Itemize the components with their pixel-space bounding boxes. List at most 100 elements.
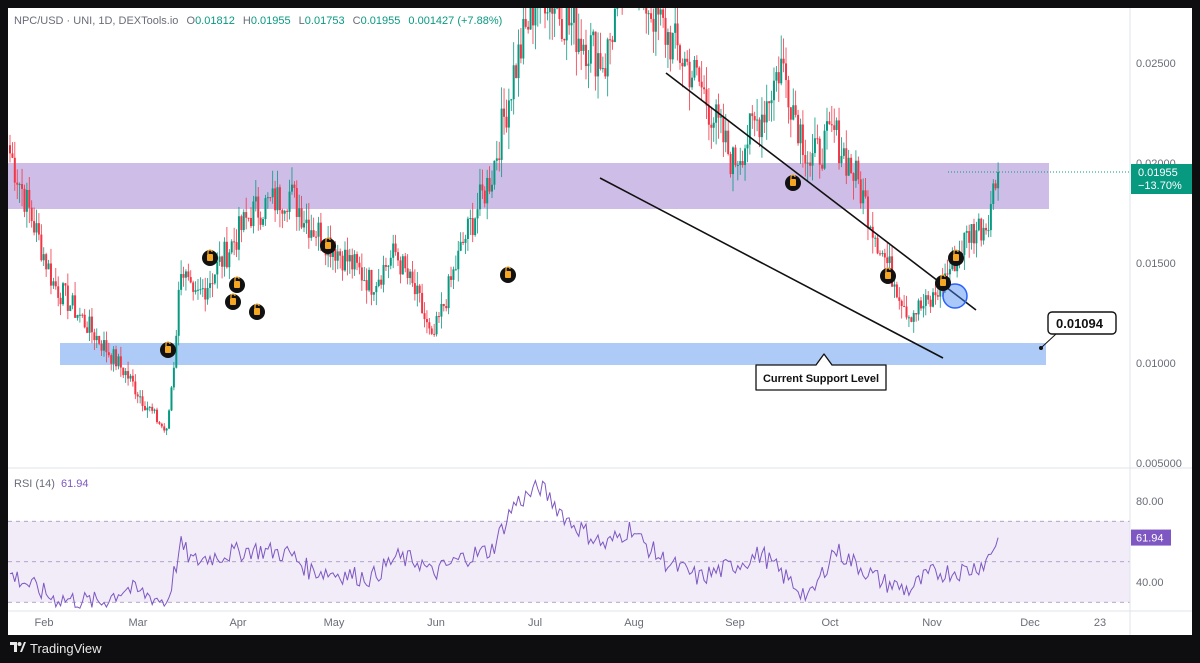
candle-body (124, 371, 127, 376)
candle-body (199, 289, 202, 291)
candle-body (922, 305, 925, 309)
candle-body (182, 274, 185, 278)
candle-body (293, 184, 296, 189)
candle-body (310, 230, 313, 238)
candle-body (435, 316, 438, 335)
candle-body (90, 316, 93, 333)
candle-body (898, 297, 901, 301)
support-zone (60, 343, 1046, 365)
candle-body (973, 224, 975, 244)
candle-body (148, 406, 151, 408)
candle-body (351, 255, 354, 270)
candle-body (165, 428, 168, 431)
lock-icon (201, 249, 219, 267)
rsi-tick-label: 40.00 (1136, 577, 1164, 589)
candle-body (816, 138, 819, 140)
candle-body (425, 319, 428, 323)
candle-body (211, 283, 214, 285)
candle-body (409, 271, 412, 279)
candle-body (184, 271, 187, 278)
candle-body (577, 38, 580, 53)
open-value: 0.01812 (195, 15, 235, 27)
candle-body (399, 260, 402, 275)
candle-body (604, 68, 607, 77)
candle-body (652, 18, 655, 32)
candle-body (196, 289, 199, 291)
candle-body (736, 164, 739, 166)
candle-body (252, 201, 255, 227)
candle-body (76, 315, 79, 318)
candle-body (83, 314, 86, 328)
candle-body (751, 113, 754, 117)
symbol-name[interactable]: NPC/USD · UNI, 1D, DEXTools.io (14, 15, 179, 27)
candle-body (700, 81, 703, 88)
candle-body (57, 286, 60, 298)
candle-body (744, 148, 747, 166)
candle-body (37, 223, 40, 235)
tradingview-brand[interactable]: TradingView (30, 641, 102, 656)
candle-body (912, 312, 915, 322)
candle-body (404, 256, 407, 269)
candle-body (968, 231, 971, 243)
candle-body (382, 265, 385, 285)
candle-body (871, 226, 874, 238)
candle-body (194, 290, 197, 292)
candle-body (189, 277, 192, 283)
candle-body (927, 295, 930, 300)
candle-body (452, 269, 455, 280)
candle-body (522, 18, 525, 59)
candle-body (712, 122, 715, 128)
rsi-value: 61.94 (60, 478, 89, 490)
candle-body (695, 59, 698, 68)
candle-body (529, 8, 532, 30)
time-tick-label: Oct (821, 617, 838, 629)
candle-body (876, 237, 879, 254)
candle-body (389, 257, 392, 266)
time-tick-label: Feb (35, 617, 54, 629)
candle-body (948, 269, 951, 275)
candle-body (303, 223, 306, 228)
price-tick-label: 0.005000 (1136, 458, 1182, 470)
tradingview-logo-icon[interactable] (10, 642, 26, 654)
candle-body (437, 316, 440, 318)
candle-body (515, 65, 518, 79)
candle-body (830, 124, 833, 126)
candle-body (772, 80, 775, 101)
candle-body (568, 8, 571, 26)
candle-body (934, 292, 937, 296)
close-label: C (352, 15, 361, 27)
candle-body (78, 314, 81, 316)
time-tick-label: Sep (725, 617, 745, 629)
candle-body (45, 254, 48, 270)
candle-body (271, 188, 274, 198)
change-value: 0.001427 (+7.88%) (408, 15, 503, 27)
candle-body (580, 38, 583, 51)
candle-body (264, 198, 267, 220)
candle-body (363, 280, 366, 282)
candle-body (476, 209, 479, 219)
candle-body (893, 284, 896, 287)
candle-body (681, 62, 684, 67)
candle-body (753, 116, 756, 121)
candle-body (315, 236, 318, 238)
candle-body (478, 184, 481, 210)
candle-body (510, 99, 513, 101)
candle-body (915, 312, 918, 315)
candle-body (686, 58, 689, 62)
candle-body (806, 162, 809, 164)
candle-body (693, 59, 696, 78)
candle-body (838, 120, 841, 164)
candle-body (777, 72, 780, 84)
low-label: L (298, 15, 305, 27)
candle-body (857, 160, 860, 180)
time-tick-label: Aug (624, 617, 644, 629)
candle-body (886, 257, 889, 264)
candle-body (647, 13, 650, 15)
candle-body (69, 305, 72, 311)
rsi-title[interactable]: RSI (14) (14, 478, 55, 490)
candle-body (146, 407, 149, 411)
candle-body (659, 9, 662, 15)
candle-body (237, 216, 240, 250)
candle-body (813, 138, 816, 154)
